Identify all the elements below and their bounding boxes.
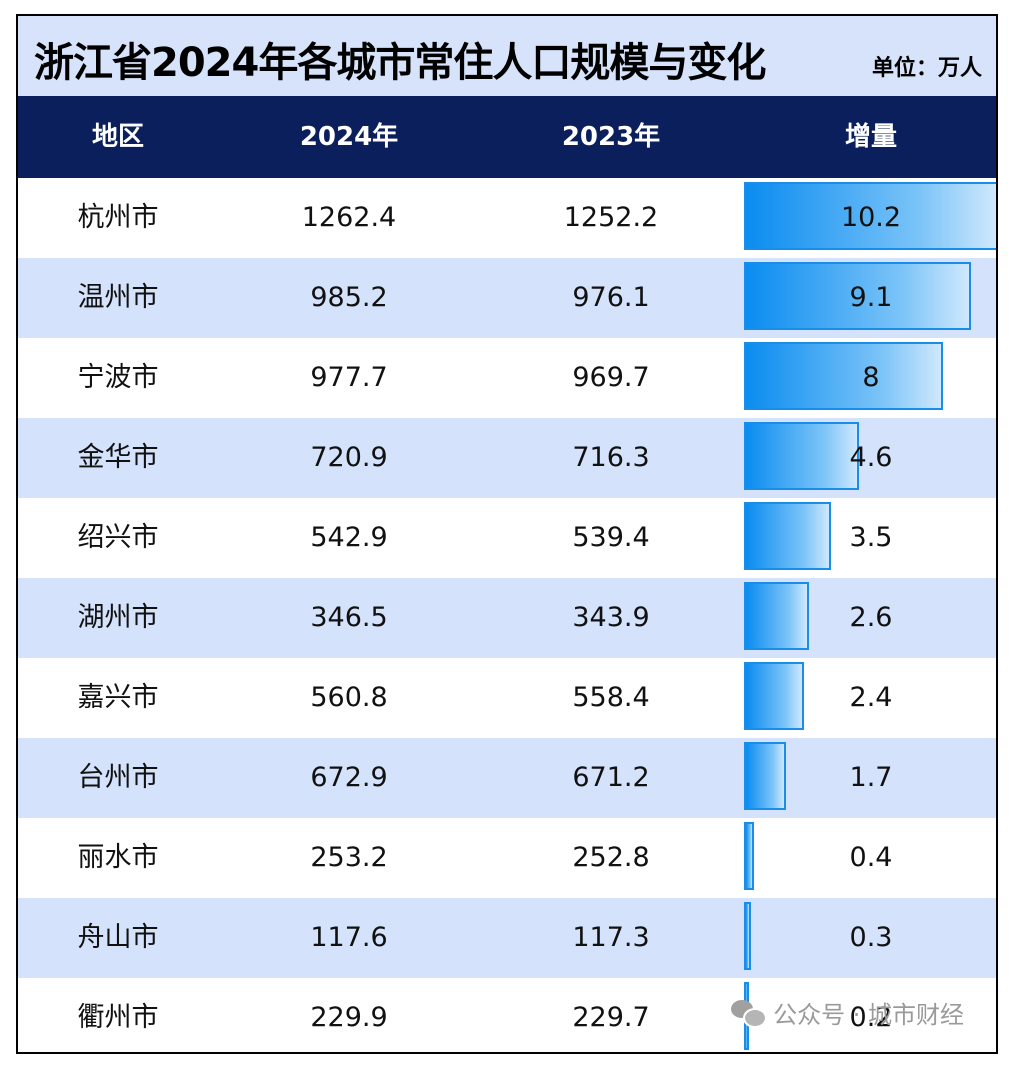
table-row: 湖州市 346.5 343.9 2.6 [18,578,996,658]
chart-title: 浙江省2024年各城市常住人口规模与变化 [34,40,766,86]
table-frame: 浙江省2024年各城市常住人口规模与变化 单位：万人 地区 2024年 2023… [16,14,998,1054]
cell-2024: 542.9 [310,522,388,553]
header-increase: 增量 [844,122,897,152]
increase-bar [744,822,754,890]
cell-increase: 2.4 [849,682,893,713]
cell-2024: 346.5 [310,602,388,633]
cell-2024: 672.9 [310,762,388,793]
increase-bar [744,342,944,410]
cell-increase: 2.6 [849,602,893,633]
cell-2023: 716.3 [572,442,650,473]
cell-2023: 252.8 [572,842,650,873]
cell-2024: 985.2 [310,282,388,313]
cell-region: 嘉兴市 [77,682,159,713]
cell-2024: 560.8 [310,682,388,713]
cell-region: 绍兴市 [77,522,159,553]
cell-increase: 1.7 [849,762,893,793]
cell-region: 宁波市 [77,362,159,393]
cell-region: 舟山市 [77,922,159,953]
cell-2023: 558.4 [572,682,650,713]
table-row: 丽水市 253.2 252.8 0.4 [18,818,996,898]
table-row: 衢州市 229.9 229.7 0.2 [18,978,996,1052]
cell-2023: 117.3 [572,922,650,953]
table-row: 台州市 672.9 671.2 1.7 [18,738,996,818]
table-row: 舟山市 117.6 117.3 0.3 [18,898,996,978]
cell-increase: 0.3 [849,922,893,953]
cell-2023: 539.4 [572,522,650,553]
wechat-icon [731,999,768,1028]
cell-2023: 671.2 [572,762,650,793]
increase-bar [744,502,832,570]
cell-2023: 1252.2 [563,202,659,233]
increase-bar [744,422,859,490]
cell-region: 湖州市 [77,602,159,633]
cell-2024: 720.9 [310,442,388,473]
table-row: 宁波市 977.7 969.7 8 [18,338,996,418]
cell-2024: 1262.4 [301,202,397,233]
cell-region: 温州市 [77,282,159,313]
cell-region: 台州市 [77,762,159,793]
increase-bar [744,262,971,330]
cell-increase: 9.1 [849,282,893,313]
cell-2023: 343.9 [572,602,650,633]
header-region: 地区 [91,122,144,152]
cell-region: 金华市 [77,442,159,473]
table-row: 金华市 720.9 716.3 4.6 [18,418,996,498]
header-2023: 2023年 [561,122,661,152]
watermark: 公众号 · 城市财经 [731,995,964,1030]
cell-2024: 253.2 [310,842,388,873]
cell-increase: 3.5 [849,522,893,553]
cell-2024: 229.9 [310,1002,388,1033]
header-2024: 2024年 [299,122,399,152]
cell-increase: 10.2 [840,202,902,233]
table-row: 绍兴市 542.9 539.4 3.5 [18,498,996,578]
cell-increase: 0.4 [849,842,893,873]
cell-increase: 4.6 [849,442,893,473]
cell-2024: 977.7 [310,362,388,393]
cell-increase: 8 [862,362,880,393]
increase-bar [744,662,804,730]
unit-label: 单位：万人 [871,56,982,81]
cell-2023: 969.7 [572,362,650,393]
table-row: 温州市 985.2 976.1 9.1 [18,258,996,338]
cell-2023: 229.7 [572,1002,650,1033]
cell-region: 丽水市 [77,842,159,873]
table-row: 嘉兴市 560.8 558.4 2.4 [18,658,996,738]
increase-bar [744,182,996,250]
cell-2024: 117.6 [310,922,388,953]
title-bar: 浙江省2024年各城市常住人口规模与变化 单位：万人 [18,16,996,96]
watermark-text: 公众号 · 城市财经 [773,1001,964,1029]
table-row: 杭州市 1262.4 1252.2 10.2 [18,178,996,258]
increase-bar [744,582,809,650]
cell-2023: 976.1 [572,282,650,313]
cell-region: 杭州市 [77,202,159,233]
increase-bar [744,742,787,810]
table-header: 地区 2024年 2023年 增量 [18,96,996,178]
cell-increase: 0.2 [849,1002,893,1033]
cell-region: 衢州市 [77,1002,159,1033]
increase-bar [744,902,752,970]
